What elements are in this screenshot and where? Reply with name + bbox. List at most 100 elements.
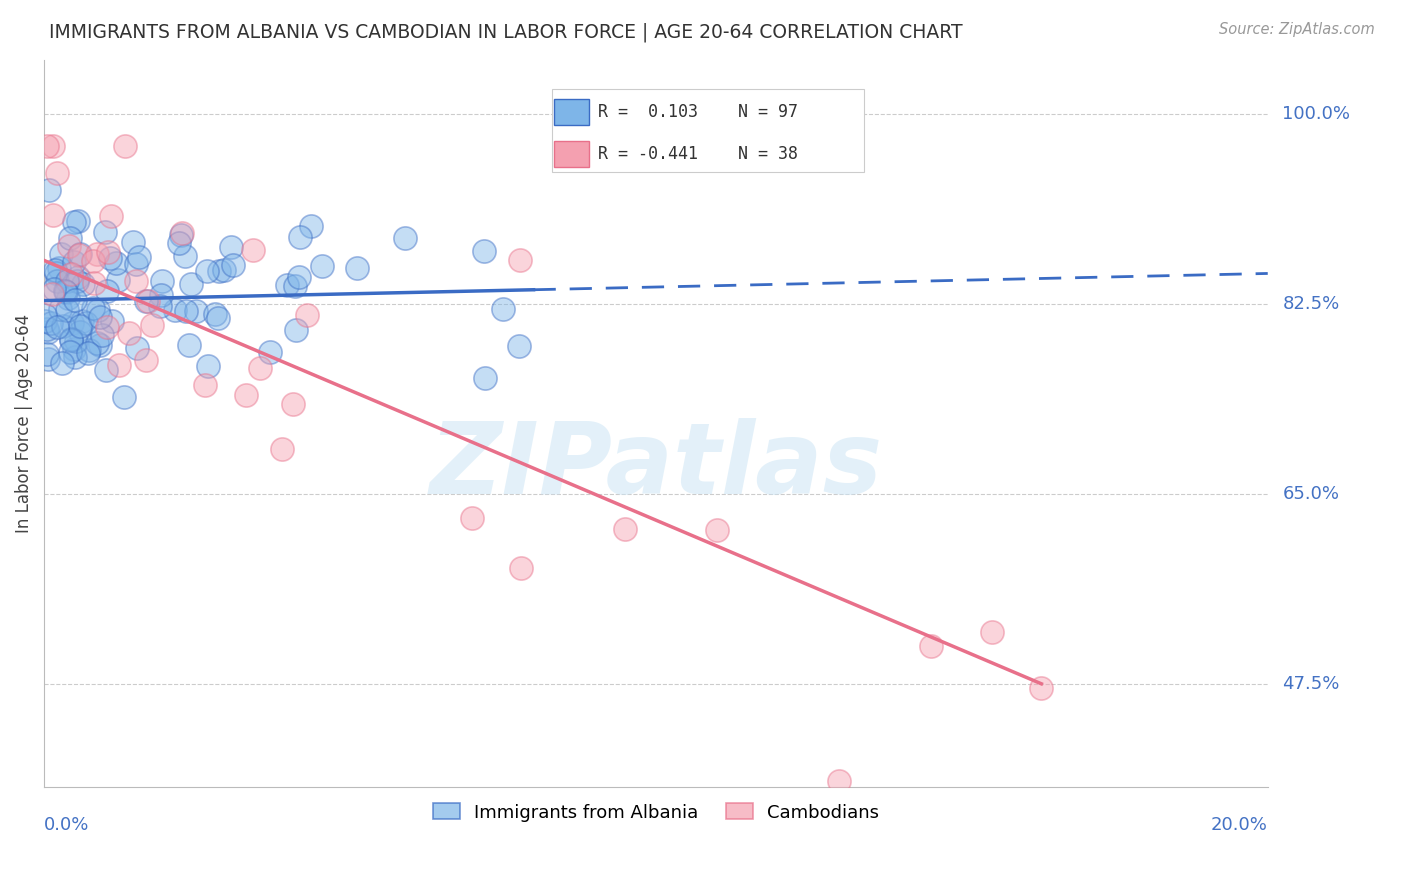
Point xyxy=(49,246,72,260)
Point xyxy=(219,240,242,254)
Point xyxy=(173,249,195,263)
Point xyxy=(172,226,194,240)
Point xyxy=(235,388,257,402)
Point xyxy=(49,301,72,316)
Point xyxy=(101,314,124,328)
Point xyxy=(170,228,193,243)
Point xyxy=(114,139,136,153)
Point xyxy=(510,561,533,575)
Text: 65.0%: 65.0% xyxy=(1282,485,1340,503)
Point xyxy=(35,347,58,361)
Point xyxy=(93,225,115,239)
Point xyxy=(706,523,728,537)
Point xyxy=(60,316,83,330)
FancyBboxPatch shape xyxy=(554,99,589,125)
Point xyxy=(614,522,637,536)
Point xyxy=(55,284,77,298)
Point xyxy=(62,342,84,356)
Point xyxy=(118,326,141,341)
Point xyxy=(299,219,322,233)
Point xyxy=(66,270,89,285)
Point xyxy=(276,278,298,293)
Point xyxy=(472,244,495,258)
Point xyxy=(122,235,145,249)
Point xyxy=(42,282,65,296)
Point xyxy=(284,279,307,293)
Point xyxy=(72,277,94,292)
Point xyxy=(107,273,129,287)
Legend: Immigrants from Albania, Cambodians: Immigrants from Albania, Cambodians xyxy=(426,796,886,829)
Point xyxy=(82,301,104,315)
Point xyxy=(44,263,66,277)
Text: 20.0%: 20.0% xyxy=(1211,816,1268,834)
Point xyxy=(58,239,80,253)
Point xyxy=(59,345,82,359)
Point xyxy=(45,266,67,280)
Point xyxy=(55,302,77,317)
Point xyxy=(67,214,90,228)
Point xyxy=(127,341,149,355)
Text: 0.0%: 0.0% xyxy=(44,816,90,834)
Point xyxy=(249,361,271,376)
Point xyxy=(46,320,69,334)
Point xyxy=(65,334,87,348)
Point xyxy=(259,345,281,359)
Point xyxy=(98,251,121,265)
Point xyxy=(136,293,159,308)
Point xyxy=(242,244,264,258)
Point xyxy=(167,235,190,250)
Point xyxy=(97,244,120,259)
Text: ZIPatlas: ZIPatlas xyxy=(429,418,883,516)
Point xyxy=(48,261,70,276)
Point xyxy=(108,359,131,373)
Point xyxy=(86,336,108,351)
Point xyxy=(46,165,69,179)
Point xyxy=(37,322,59,336)
Point xyxy=(165,303,187,318)
Point xyxy=(70,314,93,328)
Point xyxy=(41,139,63,153)
Point xyxy=(77,343,100,357)
Point xyxy=(290,230,312,244)
Point xyxy=(461,511,484,525)
Point xyxy=(179,338,201,352)
Point xyxy=(981,625,1004,640)
Point xyxy=(271,442,294,456)
Point xyxy=(394,231,416,245)
Point xyxy=(311,260,333,274)
Point xyxy=(51,356,73,370)
Point xyxy=(87,303,110,318)
Point xyxy=(63,350,86,364)
Point xyxy=(65,293,87,308)
Point xyxy=(62,215,84,229)
Point xyxy=(492,301,515,316)
Point xyxy=(59,332,82,346)
Point xyxy=(150,274,173,288)
Point xyxy=(59,230,82,244)
Point xyxy=(474,371,496,385)
Point xyxy=(96,319,118,334)
Point xyxy=(150,288,173,302)
Point xyxy=(207,264,229,278)
Point xyxy=(195,264,218,278)
Point xyxy=(34,314,56,328)
Point xyxy=(135,294,157,309)
Point xyxy=(104,256,127,270)
Point xyxy=(281,396,304,410)
Point xyxy=(194,377,217,392)
Point xyxy=(96,284,118,298)
Point xyxy=(37,351,59,366)
Point xyxy=(38,183,60,197)
Y-axis label: In Labor Force | Age 20-64: In Labor Force | Age 20-64 xyxy=(15,314,32,533)
Point xyxy=(66,274,89,288)
Point xyxy=(41,286,63,301)
Point xyxy=(509,253,531,268)
Point xyxy=(149,299,172,313)
Point xyxy=(174,304,197,318)
Point xyxy=(91,328,114,343)
Point xyxy=(125,257,148,271)
Point xyxy=(67,248,90,262)
Point xyxy=(75,317,97,331)
Point xyxy=(86,247,108,261)
Point xyxy=(60,333,83,347)
